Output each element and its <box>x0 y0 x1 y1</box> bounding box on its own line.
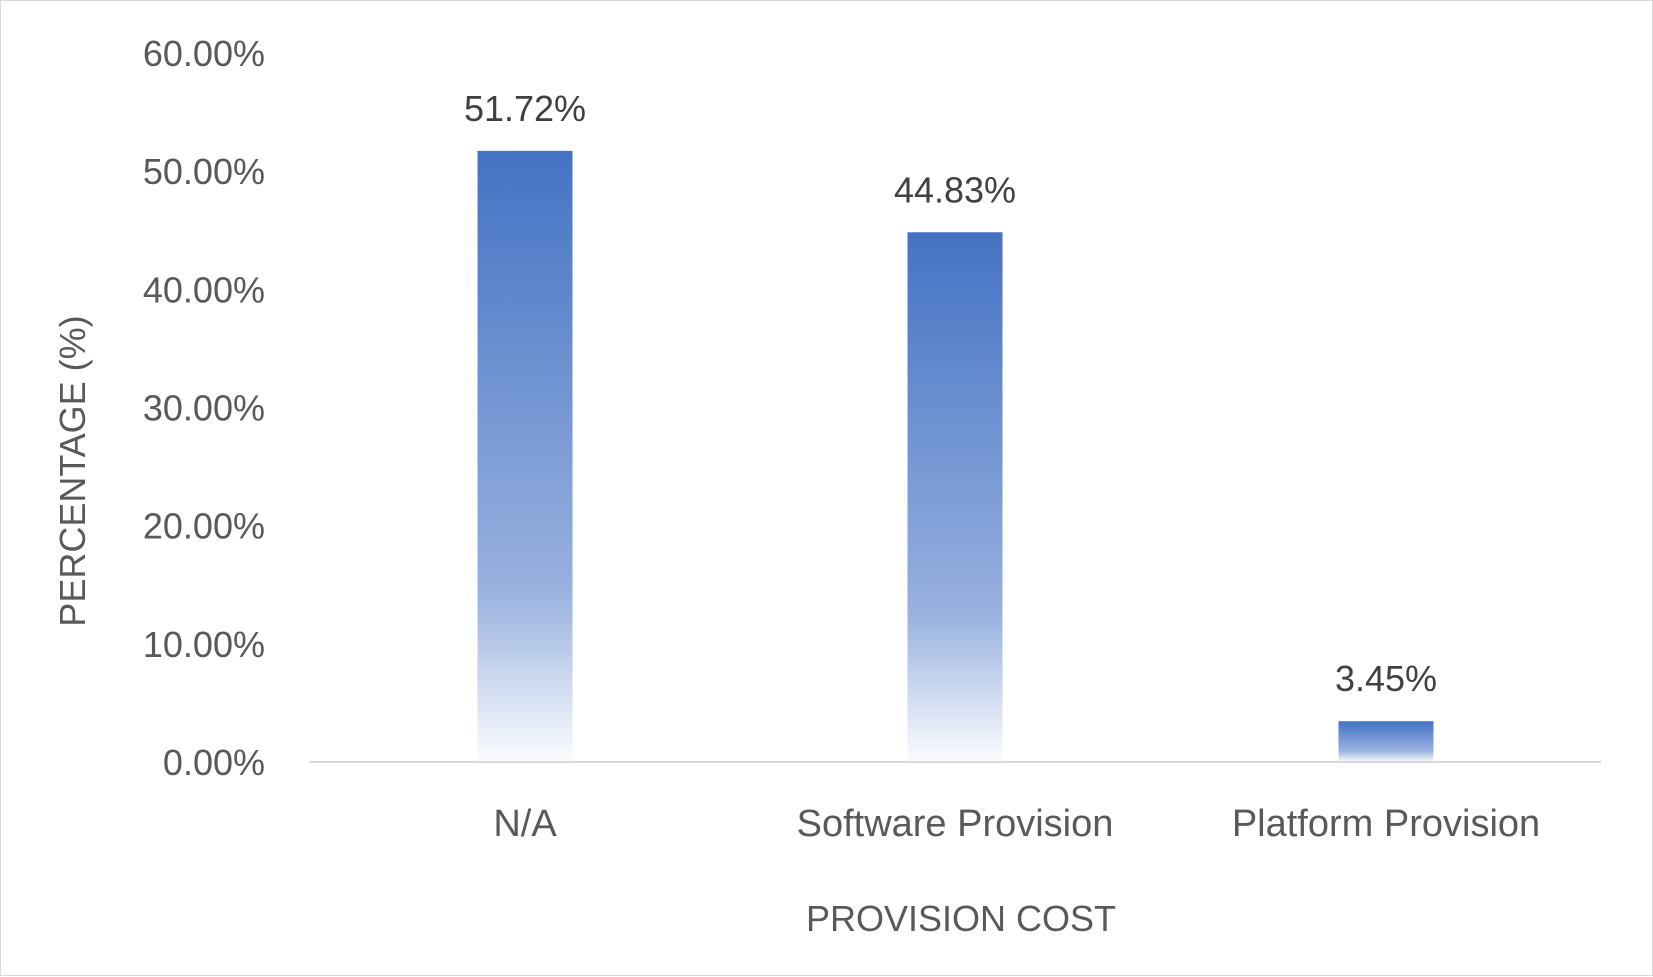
x-category-label: Platform Provision <box>1232 803 1540 845</box>
y-tick-label: 10.00% <box>143 624 265 665</box>
x-axis-title: PROVISION COST <box>806 898 1116 939</box>
data-labels: 51.72% 44.83% 3.45% <box>464 88 1437 699</box>
y-tick-label: 30.00% <box>143 388 265 429</box>
data-label: 3.45% <box>1335 658 1437 699</box>
bar-software-provision <box>907 232 1003 762</box>
y-axis-ticks: 0.00% 10.00% 20.00% 30.00% 40.00% 50.00% 60.00… <box>143 33 265 783</box>
x-category-label: N/A <box>493 803 557 845</box>
y-tick-label: 40.00% <box>143 269 265 310</box>
bar-platform-provision <box>1338 721 1434 762</box>
y-axis-title: PERCENTAGE (%) <box>52 315 93 626</box>
bar-n-a <box>477 150 573 763</box>
y-tick-label: 50.00% <box>143 151 265 192</box>
data-label: 44.83% <box>894 169 1016 210</box>
x-category-label: Software Provision <box>797 803 1114 845</box>
x-axis-categories: N/A Software Provision Platform Provision <box>493 803 1540 845</box>
y-tick-label: 20.00% <box>143 506 265 547</box>
y-tick-label: 0.00% <box>163 742 265 783</box>
bars <box>477 150 1434 763</box>
data-label: 51.72% <box>464 88 586 129</box>
y-tick-label: 60.00% <box>143 33 265 74</box>
